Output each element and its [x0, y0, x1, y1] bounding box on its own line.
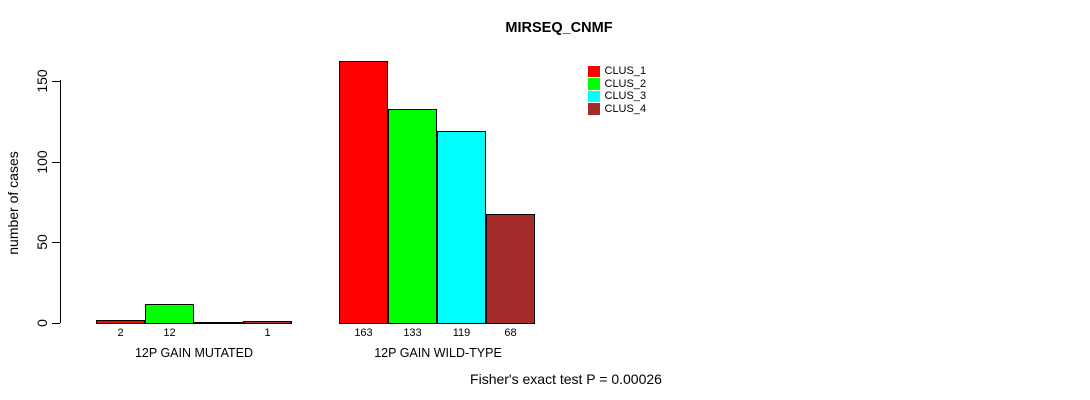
bar-value-label: 163	[354, 327, 373, 339]
bar-clus_1-mutated	[96, 320, 145, 324]
bar-value-label: 1	[264, 327, 271, 339]
legend-label: CLUS_2	[604, 77, 647, 90]
y-axis-tick-label: 150	[34, 69, 50, 93]
bar-value-label: 133	[403, 327, 422, 339]
y-axis-tick-label: 100	[34, 150, 50, 174]
y-axis-tick	[52, 162, 60, 163]
bar-value-label: 119	[452, 327, 471, 339]
legend-swatch-clus_1	[588, 65, 600, 78]
bar-clus_4-wild-type	[486, 214, 535, 324]
legend-item-clus_1: CLUS_1	[588, 65, 646, 78]
y-axis-tick	[52, 323, 60, 324]
y-axis-label: number of cases	[5, 151, 21, 255]
legend-label: CLUS_1	[604, 65, 647, 78]
y-axis-tick-label: 50	[34, 234, 50, 250]
legend-item-clus_2: CLUS_2	[588, 78, 646, 91]
bar-clus_3-wild-type	[437, 131, 486, 324]
fisher-test-note: Fisher's exact test P = 0.00026	[470, 371, 662, 387]
legend-swatch-clus_2	[588, 78, 600, 90]
bar-clus_4-mutated	[243, 321, 292, 324]
y-axis-tick-label: 0	[34, 319, 50, 327]
y-axis-tick	[52, 81, 60, 82]
bar-value-label: 12	[163, 327, 176, 339]
bar-value-label: 2	[117, 327, 124, 339]
bar-value-label: 68	[504, 327, 517, 339]
legend-item-clus_4: CLUS_4	[588, 103, 646, 116]
legend-label: CLUS_3	[604, 90, 647, 103]
legend-swatch-clus_3	[588, 90, 600, 103]
legend-swatch-clus_4	[588, 103, 600, 115]
legend-label: CLUS_4	[604, 103, 647, 116]
legend: CLUS_1 CLUS_2 CLUS_3 CLUS_4	[588, 65, 646, 115]
bar-clus_1-wild-type	[339, 61, 388, 324]
category-label-wild-type: 12P GAIN WILD-TYPE	[374, 346, 502, 360]
chart-title: MIRSEQ_CNMF	[505, 20, 613, 36]
bar-clus_2-wild-type	[388, 109, 437, 324]
legend-item-clus_3: CLUS_3	[588, 90, 646, 103]
y-axis-tick	[52, 242, 60, 243]
bar-clus_2-mutated	[145, 304, 194, 324]
category-label-mutated: 12P GAIN MUTATED	[134, 346, 254, 360]
bar-clus_3-mutated	[194, 322, 243, 324]
y-axis-line	[60, 80, 61, 323]
